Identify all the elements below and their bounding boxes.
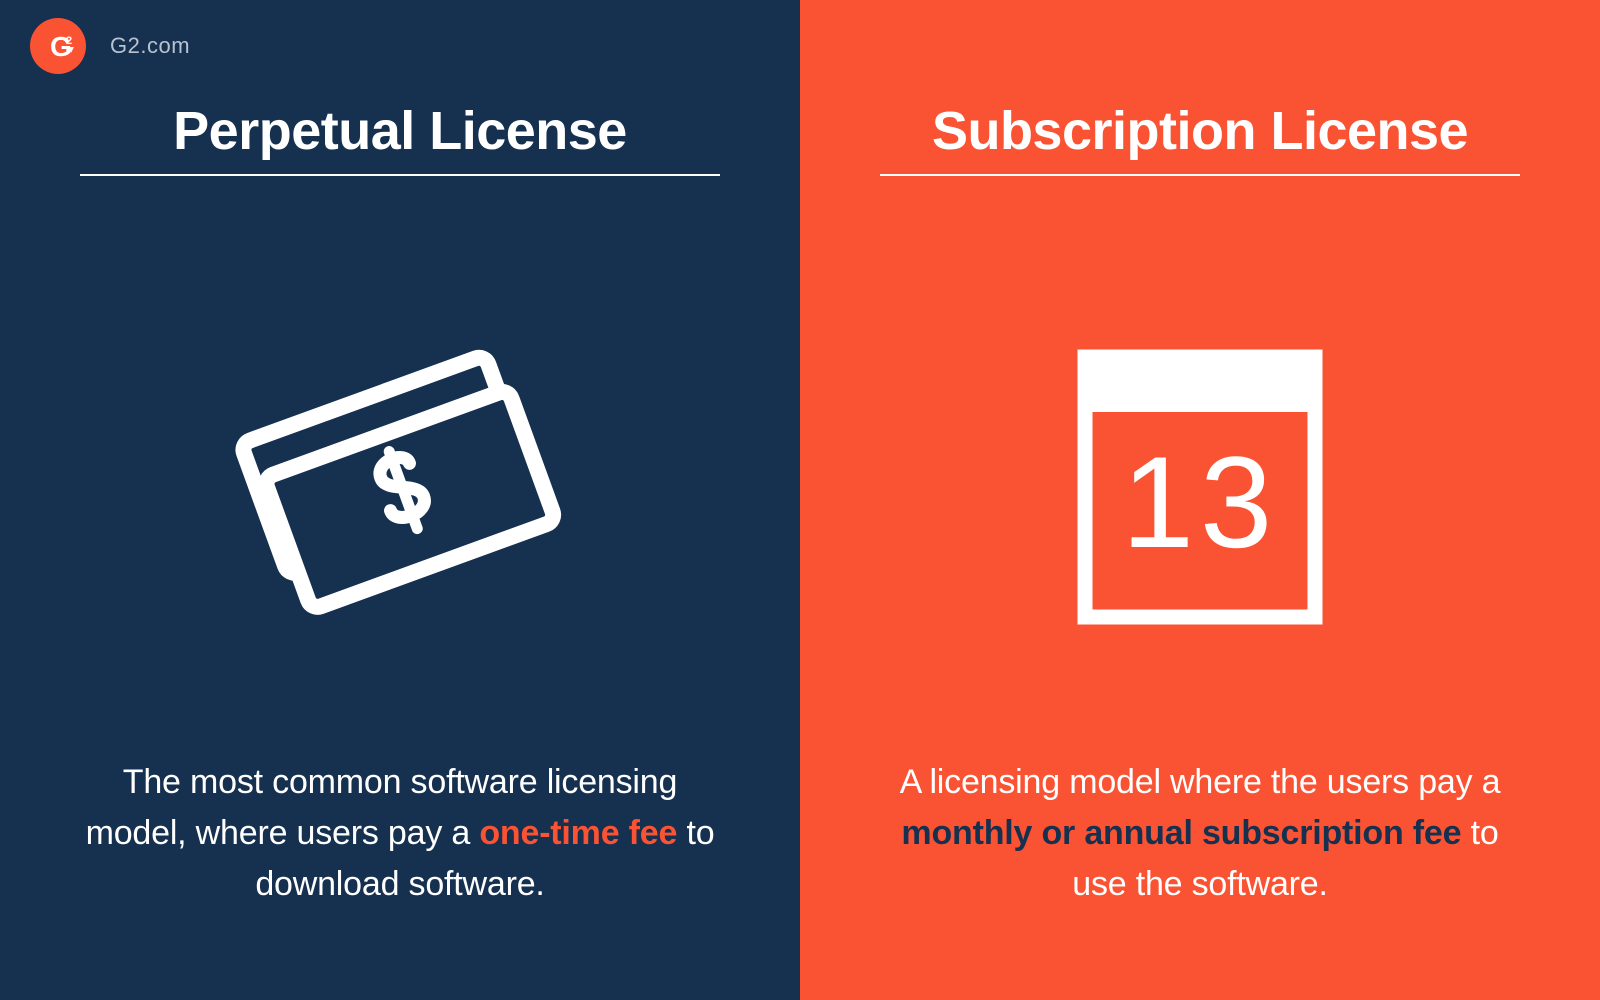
desc-highlight: one-time fee xyxy=(479,814,677,852)
brand-header: G 2 G2.com xyxy=(30,18,190,74)
infographic-container: G 2 G2.com Perpetual License xyxy=(0,0,1600,1000)
g2-logo-icon: G 2 xyxy=(38,26,78,66)
divider-left xyxy=(80,174,720,176)
desc-pre: A licensing model where the users pay a xyxy=(900,763,1501,801)
panel-subscription: Subscription License 13 A licensing mode… xyxy=(800,0,1600,1000)
svg-text:2: 2 xyxy=(66,35,72,47)
panel-perpetual: G 2 G2.com Perpetual License xyxy=(0,0,800,1000)
calendar-icon: 13 xyxy=(1060,337,1340,637)
icon-area-left xyxy=(80,216,720,757)
desc-perpetual: The most common software licensing model… xyxy=(80,757,720,910)
title-subscription: Subscription License xyxy=(932,100,1468,162)
desc-subscription: A licensing model where the users pay a … xyxy=(880,757,1520,910)
calendar-day: 13 xyxy=(1122,429,1279,575)
money-icon xyxy=(220,307,580,667)
divider-right xyxy=(880,174,1520,176)
brand-label: G2.com xyxy=(110,33,190,59)
g2-logo: G 2 xyxy=(30,18,86,74)
desc-highlight: monthly or annual subscription fee xyxy=(901,814,1461,852)
icon-area-right: 13 xyxy=(880,216,1520,757)
title-perpetual: Perpetual License xyxy=(173,100,627,162)
